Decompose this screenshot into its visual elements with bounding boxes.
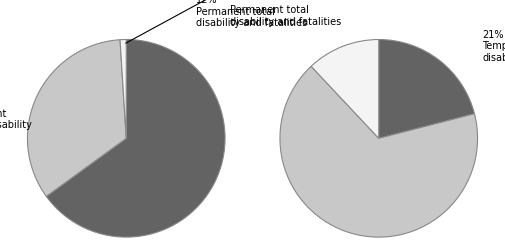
Wedge shape — [311, 40, 379, 138]
Wedge shape — [120, 40, 126, 138]
Text: Permanent total
disability and fatalities: Permanent total disability and fatalitie… — [230, 5, 341, 26]
Wedge shape — [379, 40, 474, 138]
Wedge shape — [280, 66, 478, 237]
Text: 12%
Permanent total
disability and fatalities: 12% Permanent total disability and fatal… — [196, 0, 307, 28]
Text: 21%
Temporary
disability: 21% Temporary disability — [482, 30, 505, 63]
Wedge shape — [27, 40, 126, 196]
Text: 34%
Permanent
partial disability: 34% Permanent partial disability — [0, 97, 32, 130]
Wedge shape — [46, 40, 225, 237]
